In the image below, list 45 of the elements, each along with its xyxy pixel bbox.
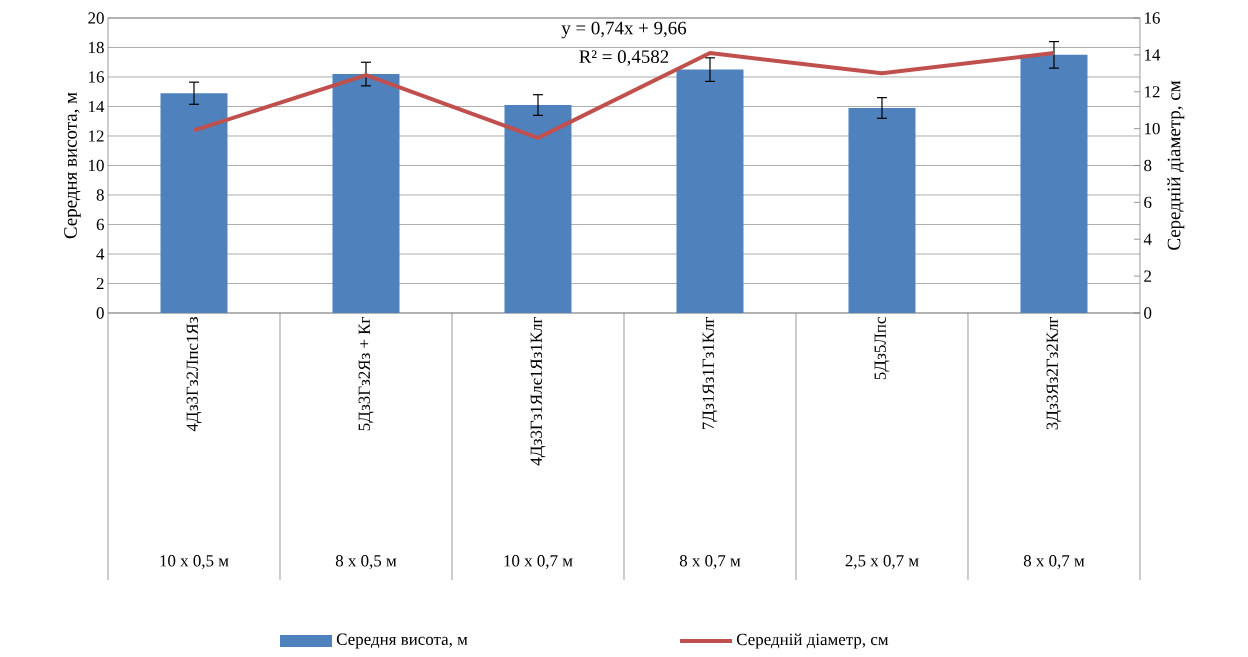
y-tick-label: 18: [89, 41, 104, 54]
bar: [504, 105, 572, 313]
text: 2,5 x 0,7 м: [845, 555, 919, 569]
y-tick-label: 14: [89, 100, 105, 113]
y2-tick-label: 0: [1144, 307, 1152, 319]
y-tick-label: 4: [96, 248, 105, 260]
y-tick-label: 10: [89, 159, 104, 172]
y2-axis-title: Середній діаметр, см: [1167, 80, 1185, 250]
x-tick-label: 3Дз3Яз2Гз2Клг: [1046, 316, 1062, 430]
y2-tick-label: 16: [1144, 12, 1160, 24]
text: 10 x 0,7 м: [504, 555, 573, 569]
bar: [676, 69, 744, 313]
x-tick-label: 5Дз5Лпс: [874, 317, 890, 380]
y2-tick-label: 14: [1144, 49, 1161, 61]
y2-tick-label: 6: [1144, 196, 1152, 209]
y2-tick-label: 12: [1144, 86, 1160, 98]
y-axis-title: Середня висота, м: [64, 92, 81, 239]
text: 10 x 0,5 м: [160, 555, 229, 569]
legend-label: Середня висота, м: [336, 633, 468, 649]
text: 8 x 0,5 м: [335, 555, 397, 569]
x-tick-label: 7Дз1Яз1Гз1Клг: [702, 316, 718, 430]
x-tick-label: 5Дз3Гз2Яз + Кг: [358, 316, 374, 431]
text: 8 x 0,7 м: [679, 555, 741, 569]
y-tick-label: 20: [88, 12, 104, 24]
y-tick-label: 0: [96, 307, 104, 319]
y2-tick-label: 4: [1143, 233, 1152, 245]
y2-tick-label: 8: [1144, 159, 1152, 172]
y-tick-label: 6: [96, 218, 104, 231]
y2-tick-label: 10: [1144, 122, 1160, 135]
annotation: R² = 0,4582: [579, 50, 669, 66]
annotation: y = 0,74x + 9,66: [561, 21, 687, 39]
bar: [1020, 54, 1088, 313]
line-series: [192, 51, 1056, 140]
x-tick-label: 4Дз3Гз1Ялє1Яз1Клг: [530, 316, 546, 466]
y-tick-label: 2: [96, 277, 104, 290]
y2-tick-label: 2: [1144, 270, 1152, 282]
y-tick-label: 8: [96, 189, 104, 201]
bar: [332, 74, 400, 313]
bar: [848, 107, 916, 313]
y-tick-label: 12: [89, 130, 104, 142]
bar: [160, 93, 228, 313]
text: 8 x 0,7 м: [1023, 555, 1085, 569]
legend-label: Середній діаметр, см: [736, 633, 889, 649]
x-tick-label: 4Дз3Гз2Лпс1Яз: [186, 317, 202, 432]
y-tick-label: 16: [89, 71, 104, 83]
